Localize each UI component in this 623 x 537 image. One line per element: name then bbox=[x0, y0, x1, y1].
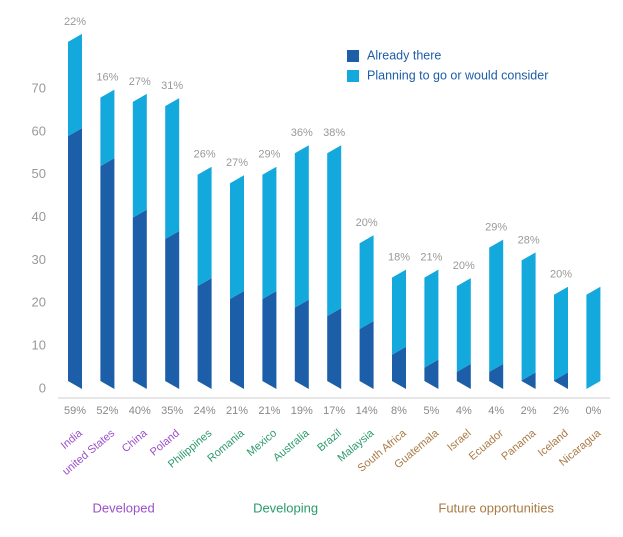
bottom-value-label: 4% bbox=[488, 405, 504, 417]
legend-swatch bbox=[347, 70, 359, 82]
bar-segment bbox=[521, 252, 536, 381]
bar-segment bbox=[554, 286, 568, 381]
category-label: Brazil bbox=[315, 427, 344, 454]
legend-label: Planning to go or would consider bbox=[367, 68, 548, 82]
bar-segment bbox=[327, 145, 342, 317]
category-label: Ecuador bbox=[467, 427, 506, 463]
bar-segment bbox=[359, 321, 374, 389]
top-value-label: 22% bbox=[64, 16, 86, 28]
bar-segment bbox=[327, 308, 342, 389]
bottom-value-label: 59% bbox=[64, 405, 86, 417]
bar-segment bbox=[262, 166, 277, 299]
y-tick-label: 70 bbox=[32, 80, 46, 95]
category-label: Israel bbox=[445, 427, 473, 453]
bar-segment bbox=[132, 93, 147, 218]
bar-segment bbox=[456, 278, 471, 372]
top-value-label: 26% bbox=[194, 149, 216, 161]
top-value-label: 18% bbox=[388, 251, 410, 263]
bar-segment bbox=[68, 128, 82, 389]
bar-segment bbox=[230, 291, 244, 389]
y-tick-label: 40 bbox=[32, 209, 46, 224]
top-value-label: 29% bbox=[258, 149, 280, 161]
bottom-value-label: 2% bbox=[521, 405, 537, 417]
bottom-value-label: 0% bbox=[585, 405, 601, 417]
bar-segment bbox=[100, 89, 115, 167]
bar-segment bbox=[392, 346, 406, 389]
bar-segment bbox=[489, 363, 504, 389]
category-label: Australia bbox=[271, 427, 312, 464]
bar-segment bbox=[586, 286, 601, 389]
bar-segment bbox=[521, 372, 536, 389]
category-label: India bbox=[59, 427, 86, 452]
bar-segment bbox=[100, 158, 115, 389]
bottom-value-label: 52% bbox=[96, 405, 118, 417]
top-value-label: 20% bbox=[550, 269, 572, 281]
bar-segment bbox=[230, 175, 244, 299]
category-label: Romania bbox=[205, 427, 247, 465]
category-label: China bbox=[120, 427, 150, 455]
bar-segment bbox=[197, 166, 212, 287]
legend-label: Already there bbox=[367, 48, 441, 62]
bottom-value-label: 2% bbox=[553, 405, 569, 417]
bar-segment bbox=[489, 239, 504, 372]
top-value-label: 20% bbox=[453, 260, 475, 272]
bottom-value-label: 40% bbox=[129, 405, 151, 417]
bar-segment bbox=[424, 269, 439, 368]
bar-segment bbox=[359, 235, 374, 329]
bar-segment bbox=[424, 359, 439, 389]
bottom-value-label: 14% bbox=[356, 405, 378, 417]
group-label: Developing bbox=[253, 500, 318, 515]
bar-segment bbox=[165, 98, 180, 240]
y-tick-label: 60 bbox=[32, 123, 46, 138]
top-value-label: 20% bbox=[356, 217, 378, 229]
bottom-value-label: 35% bbox=[161, 405, 183, 417]
top-value-label: 29% bbox=[485, 221, 507, 233]
y-tick-label: 20 bbox=[32, 295, 46, 310]
bottom-value-label: 8% bbox=[391, 405, 407, 417]
y-tick-label: 50 bbox=[32, 166, 46, 181]
top-value-label: 27% bbox=[226, 157, 248, 169]
top-value-label: 27% bbox=[129, 76, 151, 88]
bar-segment bbox=[262, 291, 277, 389]
top-value-label: 28% bbox=[518, 234, 540, 246]
bar-segment bbox=[197, 278, 212, 389]
top-value-label: 38% bbox=[323, 127, 345, 139]
top-value-label: 31% bbox=[161, 80, 183, 92]
bottom-value-label: 21% bbox=[258, 405, 280, 417]
bar-segment bbox=[554, 372, 568, 389]
bar-segment bbox=[165, 231, 180, 389]
bar-segment bbox=[392, 269, 406, 355]
bar-segment bbox=[456, 363, 471, 389]
group-label: Future opportunities bbox=[438, 500, 554, 515]
bottom-value-label: 21% bbox=[226, 405, 248, 417]
y-tick-label: 0 bbox=[39, 380, 46, 395]
bar-segment bbox=[294, 145, 309, 308]
top-value-label: 21% bbox=[420, 251, 442, 263]
top-value-label: 36% bbox=[291, 127, 313, 139]
bar-segment bbox=[132, 209, 147, 389]
bottom-value-label: 17% bbox=[323, 405, 345, 417]
bar-segment bbox=[68, 33, 82, 137]
category-label: Panama bbox=[499, 427, 539, 463]
y-tick-label: 10 bbox=[32, 338, 46, 353]
bottom-value-label: 5% bbox=[423, 405, 439, 417]
bottom-value-label: 19% bbox=[291, 405, 313, 417]
group-label: Developed bbox=[93, 500, 155, 515]
bottom-value-label: 4% bbox=[456, 405, 472, 417]
y-tick-label: 30 bbox=[32, 252, 46, 267]
bottom-value-label: 24% bbox=[194, 405, 216, 417]
legend-swatch bbox=[347, 50, 359, 62]
top-value-label: 16% bbox=[96, 71, 118, 83]
bar-segment bbox=[294, 299, 309, 389]
